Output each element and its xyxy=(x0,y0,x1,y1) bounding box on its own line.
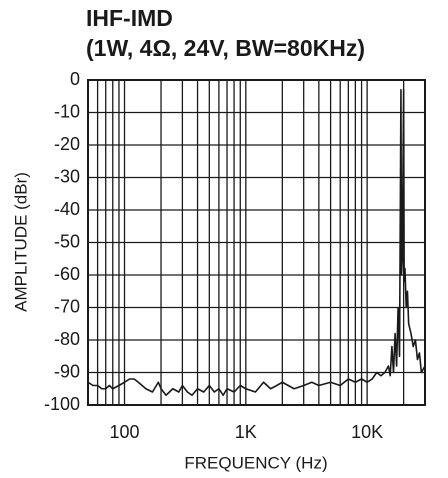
x-tick-label: 100 xyxy=(109,422,139,442)
y-tick-label: -100 xyxy=(44,394,80,414)
x-axis-label: FREQUENCY (Hz) xyxy=(184,453,327,472)
y-tick-label: -30 xyxy=(54,166,80,186)
y-tick-label: -50 xyxy=(54,231,80,251)
x-tick-label: 1K xyxy=(235,422,257,442)
plot-frame xyxy=(87,79,426,406)
y-tick-label: -60 xyxy=(54,264,80,284)
y-tick-label: 0 xyxy=(70,69,80,89)
x-tick-label: 10K xyxy=(351,422,383,442)
y-tick-label: -70 xyxy=(54,296,80,316)
y-tick-label: -10 xyxy=(54,101,80,121)
chart-subtitle: (1W, 4Ω, 24V, BW=80KHz) xyxy=(86,35,365,61)
y-axis-label: AMPLITUDE (dBr) xyxy=(11,172,30,312)
y-tick-label: -80 xyxy=(54,329,80,349)
y-tick-label: -20 xyxy=(54,134,80,154)
y-tick-label: -40 xyxy=(54,199,80,219)
chart-title: IHF-IMD xyxy=(86,5,173,31)
spectrum-line xyxy=(87,88,426,397)
y-tick-label: -90 xyxy=(54,361,80,381)
